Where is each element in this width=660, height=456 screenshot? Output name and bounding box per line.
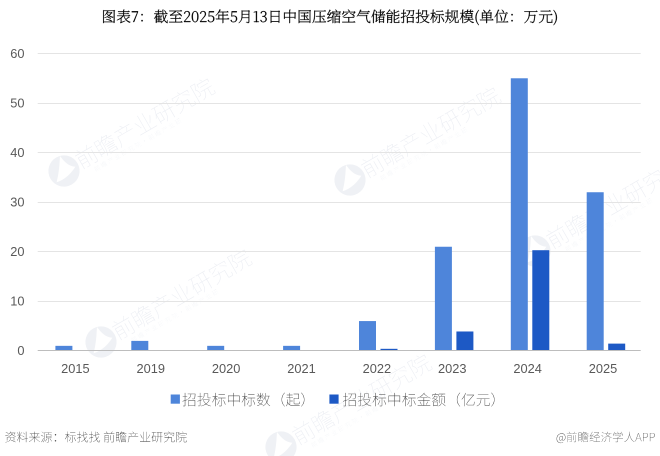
svg-text:0: 0 xyxy=(17,343,24,358)
svg-text:20: 20 xyxy=(10,244,24,259)
svg-text:2024: 2024 xyxy=(513,361,541,376)
svg-text:2020: 2020 xyxy=(212,361,240,376)
svg-text:50: 50 xyxy=(10,95,24,110)
svg-text:2019: 2019 xyxy=(137,361,165,376)
svg-text:2022: 2022 xyxy=(363,361,391,376)
svg-text:2025: 2025 xyxy=(589,361,617,376)
svg-text:2015: 2015 xyxy=(61,361,89,376)
svg-text:60: 60 xyxy=(10,46,24,61)
svg-text:40: 40 xyxy=(10,145,24,160)
svg-text:10: 10 xyxy=(10,294,24,309)
svg-text:30: 30 xyxy=(10,195,24,210)
svg-text:2023: 2023 xyxy=(438,361,466,376)
svg-text:2021: 2021 xyxy=(287,361,315,376)
